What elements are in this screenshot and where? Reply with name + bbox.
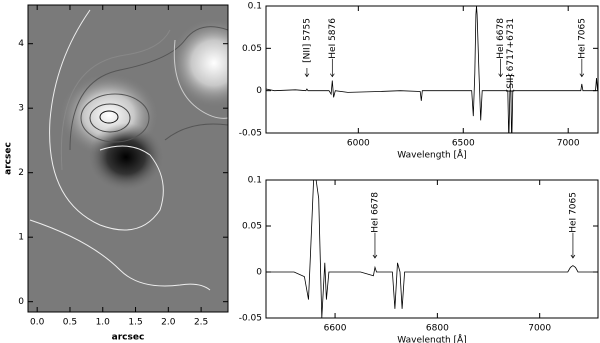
x-tick-label: 6800 — [426, 324, 449, 334]
plot-frame — [265, 5, 599, 134]
spectrum-line — [268, 180, 596, 318]
spectrum-line — [266, 6, 598, 133]
annotation-arrowhead — [498, 73, 503, 78]
annotation-label: HeI 6678 — [370, 192, 380, 233]
image — [28, 5, 228, 312]
spectrum-group — [266, 6, 598, 133]
annotation-arrowhead — [570, 254, 576, 259]
y-tick-label: 0.1 — [248, 2, 262, 12]
y-tick-label: 0 — [18, 297, 24, 307]
x-tick-label: 6000 — [347, 139, 370, 149]
x-tick-label: 1.0 — [96, 318, 111, 328]
x-axis-label: Wavelength [Å] — [397, 334, 466, 343]
x-tick-label: 1.5 — [128, 318, 142, 328]
y-tick-label: 3 — [18, 104, 24, 114]
y-tick-label: 0.05 — [242, 44, 262, 54]
x-tick-label: 0.0 — [30, 318, 45, 328]
x-tick-label: 7000 — [557, 139, 580, 149]
annotation-label: HeI 5876 — [328, 18, 338, 59]
annotation-label: HeI 6678 — [496, 18, 506, 59]
x-axis-label: Wavelength [Å] — [397, 149, 466, 161]
y-tick-label: -0.05 — [239, 129, 262, 139]
annotation-arrowhead — [330, 73, 335, 78]
y-tick-label: 0.1 — [248, 176, 262, 186]
y-tick-label: 0 — [256, 86, 262, 96]
x-tick-label: 2.0 — [161, 318, 176, 328]
x-tick-label: 6600 — [324, 324, 347, 334]
plot-frame — [27, 4, 229, 313]
annotation-label: HeI 7065 — [568, 192, 578, 233]
annotation-label: [NII] 5755 — [302, 18, 312, 63]
y-tick-label: 1 — [18, 233, 24, 243]
annotation-arrowhead — [507, 73, 513, 78]
spectrum-group — [268, 180, 596, 318]
annotation-label: HeI 7065 — [577, 18, 587, 59]
y-tick-label: 0.05 — [242, 222, 262, 232]
x-axis-label: arcsec — [112, 333, 145, 343]
annotation-label: [SII] 6717+6731 — [506, 18, 516, 92]
y-tick-label: 0 — [256, 268, 262, 278]
x-tick-label: 2.5 — [194, 318, 208, 328]
plot-frame — [265, 179, 599, 319]
x-tick-label: 6500 — [452, 139, 475, 149]
annotation-arrowhead — [372, 254, 378, 259]
y-tick-label: -0.05 — [239, 314, 262, 324]
y-axis-label: arcsec — [4, 142, 14, 175]
x-tick-label: 7000 — [528, 324, 551, 334]
y-tick-label: 4 — [18, 39, 24, 49]
annotation-arrowhead — [304, 73, 310, 78]
annotation-arrowhead — [579, 73, 585, 78]
x-tick-label: 0.5 — [63, 318, 77, 328]
y-tick-label: 2 — [18, 168, 24, 178]
